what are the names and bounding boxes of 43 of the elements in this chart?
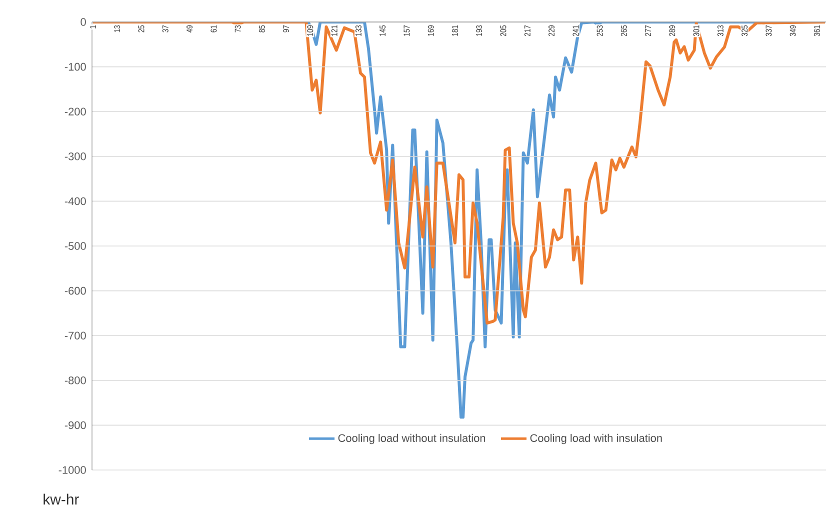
x-tick-label: 229: [548, 25, 554, 36]
y-tick-label: -600: [64, 286, 86, 295]
y-tick-label: -500: [64, 242, 86, 250]
y-tick-label: -1000: [58, 466, 86, 474]
legend-label: Cooling load without insulation: [338, 434, 486, 444]
x-tick-label: 169: [428, 25, 434, 36]
x-tick-label: 97: [283, 25, 290, 32]
y-tick-label: -900: [64, 421, 86, 430]
y-tick-label: -100: [64, 62, 86, 71]
x-tick-label: 121: [331, 25, 338, 36]
x-tick-label: 37: [162, 25, 168, 32]
x-tick-label: 289: [669, 25, 676, 36]
x-tick-label: 313: [717, 25, 724, 36]
y-tick-label: -200: [64, 108, 86, 116]
y-tick-label: -700: [64, 332, 86, 340]
x-tick-label: 205: [500, 25, 506, 36]
x-tick-label: 1: [90, 25, 96, 28]
x-tick-label: 145: [380, 25, 386, 36]
y-tick-label: -300: [64, 152, 86, 160]
y-axis-title: kw-hr: [44, 494, 79, 505]
x-tick-label: 241: [572, 25, 579, 36]
x-tick-label: 361: [814, 25, 820, 36]
x-tick-label: 193: [476, 25, 482, 36]
x-tick-label: 349: [790, 25, 796, 36]
legend-label: Cooling load with insulation: [530, 434, 662, 444]
y-tick-label: 0: [80, 18, 86, 26]
x-tick-label: 61: [210, 25, 217, 32]
x-tick-label: 157: [404, 25, 410, 36]
x-tick-label: 85: [258, 25, 265, 32]
x-tick-label: 49: [186, 25, 193, 32]
x-tick-label: 337: [766, 25, 772, 36]
x-tick-label: 181: [452, 25, 458, 36]
y-tick-label: -400: [64, 197, 86, 206]
x-tick-label: 253: [596, 25, 603, 36]
x-tick-label: 265: [620, 25, 627, 36]
x-tick-label: 301: [693, 25, 700, 36]
x-tick-label: 277: [645, 25, 651, 36]
x-tick-label: 73: [234, 25, 241, 32]
y-tick-label: -800: [64, 376, 86, 384]
x-tick-label: 13: [114, 25, 120, 32]
x-tick-label: 217: [524, 25, 530, 36]
x-tick-label: 133: [355, 25, 362, 36]
x-tick-label: 25: [138, 25, 144, 32]
